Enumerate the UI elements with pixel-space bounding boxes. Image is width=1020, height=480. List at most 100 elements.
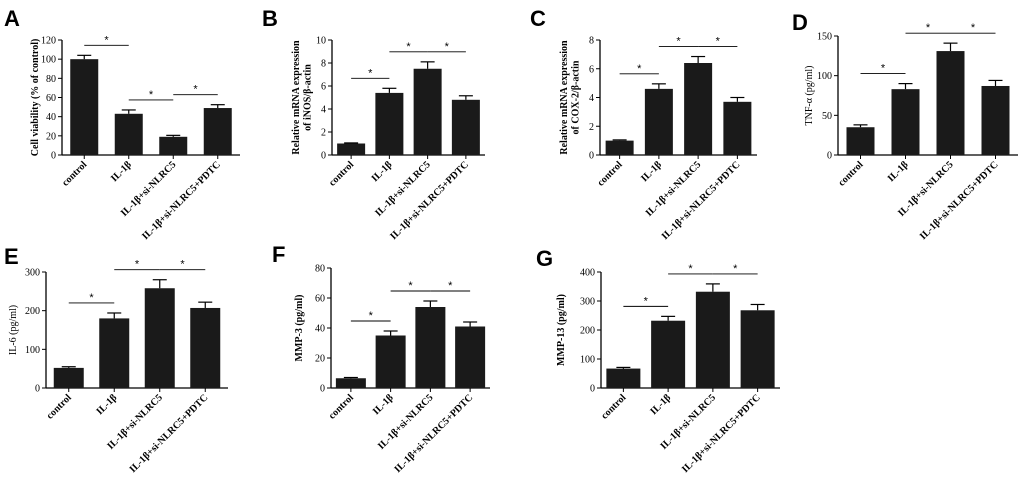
significance-star: * — [135, 259, 140, 271]
x-category-label: control — [327, 392, 356, 421]
x-category-label: control — [60, 159, 89, 188]
bar — [740, 310, 775, 388]
y-tick-label: 300 — [580, 297, 595, 308]
x-category-label: IL-1β+si-NLRC5+PDTC — [680, 392, 763, 475]
bar — [455, 326, 486, 388]
significance-star: * — [89, 292, 94, 304]
significance-star: * — [180, 259, 185, 271]
y-axis-title: Relative mRNA expressionof iNOS/β-actin — [291, 40, 314, 155]
y-tick-label: 120 — [41, 36, 56, 47]
y-tick-label: 400 — [580, 268, 595, 279]
y-tick-label: 0 — [35, 384, 40, 395]
y-tick-label: 100 — [817, 71, 832, 82]
y-tick-label: 100 — [41, 55, 56, 66]
y-tick-label: 0 — [321, 151, 326, 162]
y-tick-label: 0 — [590, 384, 595, 395]
y-tick-label: 0 — [51, 151, 56, 162]
y-axis-title: IL-6 (pg/ml) — [8, 305, 19, 355]
significance-star: * — [637, 63, 642, 75]
y-tick-label: 150 — [817, 32, 832, 43]
bar — [335, 378, 366, 388]
x-category-label: control — [836, 159, 865, 188]
y-axis-title: TNF-α (pg/ml) — [804, 66, 815, 126]
bar — [451, 99, 480, 155]
x-category-label: control — [599, 392, 628, 421]
significance-star: * — [445, 41, 450, 53]
significance-star: * — [688, 263, 693, 275]
y-tick-label: 20 — [315, 354, 325, 365]
y-axis-title: MMP-3 (pg/ml) — [294, 295, 305, 362]
x-category-label: IL-1β+si-NLRC5+PDTC — [660, 159, 743, 242]
x-category-label: IL-1β — [639, 159, 664, 184]
y-tick-label: 0 — [320, 384, 325, 395]
x-category-label: IL-1β — [886, 159, 911, 184]
y-axis-title: Relative mRNA expressionof COX-2/β-actin — [559, 40, 582, 155]
significance-star: * — [369, 310, 374, 322]
bar — [159, 136, 188, 155]
y-tick-label: 100 — [25, 345, 40, 356]
bar — [413, 68, 442, 155]
bar — [53, 367, 84, 388]
panel-g: G 0 100 200 300 400 control IL-1β IL-1β+si-NLRC5… — [536, 246, 780, 475]
x-category-label: IL-1β — [95, 392, 120, 417]
y-tick-label: 10 — [316, 36, 326, 47]
y-tick-label: 200 — [25, 306, 40, 317]
y-tick-label: 100 — [580, 355, 595, 366]
bar — [644, 88, 673, 155]
significance-star: * — [926, 22, 931, 34]
panel-letter: A — [4, 6, 20, 31]
x-category-label: IL-1β — [109, 159, 134, 184]
bar — [375, 92, 404, 155]
y-tick-label: 0 — [827, 151, 832, 162]
panel-letter: B — [262, 6, 278, 31]
x-category-label: IL-1β+si-NLRC5+PDTC — [388, 159, 471, 242]
significance-star: * — [406, 41, 411, 53]
bar — [190, 307, 221, 388]
bar — [651, 320, 686, 388]
y-axis-title: MMP-13 (pg/ml) — [556, 294, 567, 366]
bar — [695, 291, 730, 388]
x-category-label: control — [327, 159, 356, 188]
x-category-label: IL-1β — [370, 159, 395, 184]
bar — [337, 143, 366, 155]
significance-star: * — [881, 63, 886, 75]
significance-star: * — [716, 36, 721, 48]
y-tick-label: 6 — [589, 64, 594, 75]
y-tick-label: 2 — [321, 128, 326, 139]
y-tick-label: 6 — [321, 82, 326, 93]
x-category-label: IL-1β+si-NLRC5+PDTC — [140, 159, 223, 242]
x-category-label: IL-1β — [371, 392, 396, 417]
bar — [606, 368, 641, 388]
y-tick-label: 8 — [321, 59, 326, 70]
y-tick-label: 80 — [46, 74, 56, 85]
bar — [203, 108, 232, 155]
panel-letter: F — [272, 242, 285, 267]
y-tick-label: 4 — [589, 93, 594, 104]
bar — [605, 140, 634, 155]
significance-star: * — [368, 67, 373, 79]
x-category-label: IL-1β+si-NLRC5+PDTC — [918, 159, 1001, 242]
significance-star: * — [676, 36, 681, 48]
panel-a: A 0 20 40 60 80 100 120 control IL-1βIL-1β+si-NLR… — [4, 6, 240, 242]
x-category-label: IL-1β+si-NLRC5+PDTC — [128, 392, 211, 475]
bar — [684, 63, 713, 155]
bar — [936, 51, 965, 155]
significance-star: * — [971, 22, 976, 34]
bar — [891, 89, 920, 155]
y-tick-label: 20 — [46, 131, 56, 142]
panel-letter: C — [530, 6, 546, 31]
x-category-label: IL-1β — [648, 392, 673, 417]
significance-star: * — [149, 89, 154, 101]
bar — [144, 288, 175, 388]
significance-star: * — [193, 84, 198, 96]
y-tick-label: 40 — [46, 112, 56, 123]
y-tick-label: 300 — [25, 268, 40, 279]
bar — [99, 318, 130, 388]
bar — [723, 101, 752, 155]
